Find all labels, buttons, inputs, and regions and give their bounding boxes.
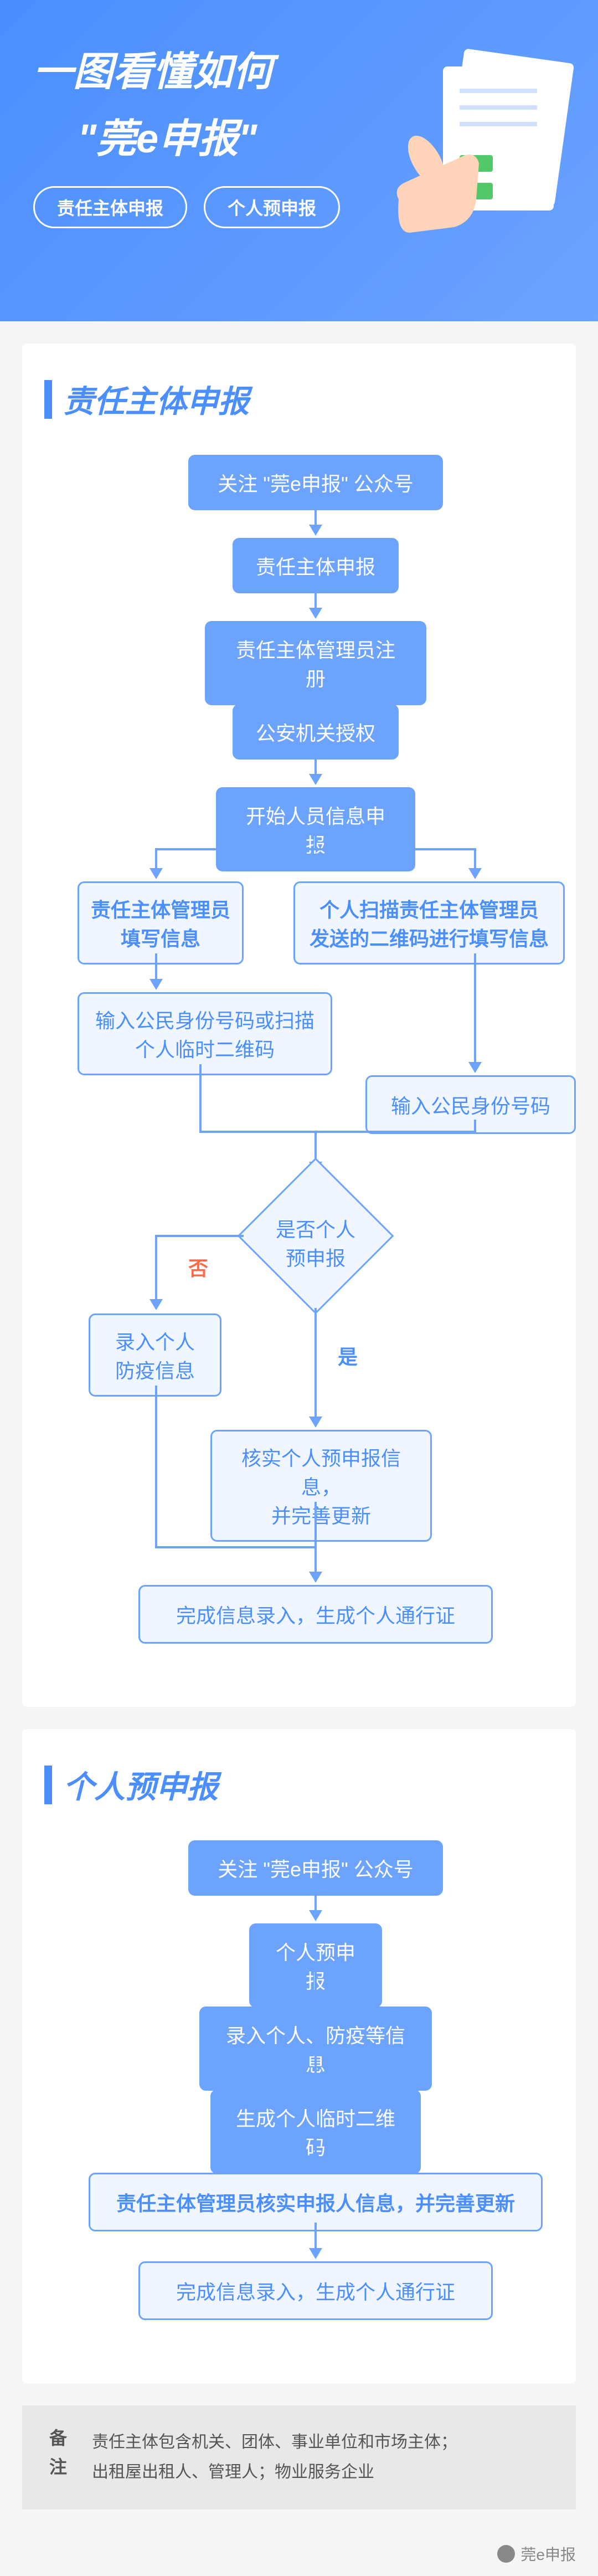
hero-banner: 一图看懂如何 "莞e申报" 责任主体申报 个人预申报 (0, 0, 598, 321)
node-input-id: 输入公民身份号码或扫描个人临时二维码 (78, 992, 332, 1075)
node-start: 开始人员信息申报 (216, 787, 415, 871)
node-scan-qr: 个人扫描责任主体管理员发送的二维码进行填写信息 (293, 881, 565, 964)
tag-responsibility: 责任主体申报 (33, 186, 187, 228)
watermark: 莞e申报 (0, 2532, 598, 2576)
footer-note: 备注 责任主体包含机关、团体、事业单位和市场主体；出租屋出租人、管理人；物业服务… (22, 2405, 576, 2510)
section-personal: 个人预申报 关注 "莞e申报" 公众号 个人预申报 录入个人、防疫等信息 生成个… (22, 1729, 576, 2383)
flowchart-1: 关注 "莞e申报" 公众号 责任主体申报 责任主体管理员注册 公安机关授权 开始… (44, 455, 554, 1662)
label-yes: 是 (338, 1341, 358, 1370)
note-label: 备注 (44, 2429, 70, 2486)
flowchart-2: 关注 "莞e申报" 公众号 个人预申报 录入个人、防疫等信息 生成个人临时二维码… (44, 1840, 554, 2339)
section2-title: 个人预申报 (44, 1762, 554, 1807)
node-epidemic: 录入个人防疫信息 (89, 1313, 221, 1397)
section1-title: 责任主体申报 (44, 377, 554, 422)
watermark-text: 莞e申报 (520, 2543, 576, 2565)
section1-title-text: 责任主体申报 (63, 377, 249, 422)
tag-personal: 个人预申报 (204, 186, 340, 228)
node-admin-fill: 责任主体管理员填写信息 (78, 881, 244, 964)
node-verify: 核实个人预申报信息，并完善更新 (210, 1430, 432, 1542)
title-bar-icon (44, 380, 52, 419)
node-complete: 完成信息录入，生成个人通行证 (138, 1585, 493, 1644)
node-input-id2: 输入公民身份号码 (365, 1075, 576, 1134)
title-bar-icon (44, 1766, 52, 1804)
note-text: 责任主体包含机关、团体、事业单位和市场主体；出租屋出租人、管理人；物业服务企业 (92, 2428, 457, 2487)
watermark-icon (497, 2545, 515, 2563)
decision-text: 是否个人预申报 (266, 1214, 365, 1271)
hand-document-icon (377, 44, 587, 255)
node2-complete: 完成信息录入，生成个人通行证 (138, 2261, 493, 2320)
label-no: 否 (188, 1253, 208, 1281)
section2-title-text: 个人预申报 (63, 1762, 218, 1807)
section-responsibility: 责任主体申报 关注 "莞e申报" 公众号 责任主体申报 责任主体管理员注册 公安… (22, 343, 576, 1707)
